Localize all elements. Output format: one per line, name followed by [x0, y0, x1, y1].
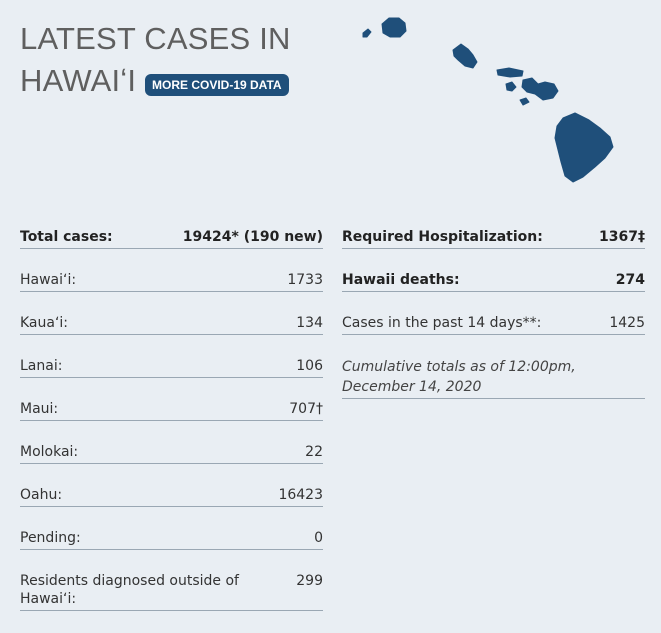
page-title: LATEST CASES IN HAWAIʻI [20, 18, 291, 102]
lanai-island [505, 81, 517, 92]
molokai-island [496, 67, 524, 78]
stat-value: 707† [289, 401, 323, 417]
title-line-1: LATEST CASES IN [20, 21, 291, 56]
left-stats-column: Total cases: 19424* (190 new) Hawaiʻi: 1… [20, 224, 323, 633]
stat-value: 22 [305, 444, 323, 460]
stat-row-molokai: Molokai: 22 [20, 443, 323, 464]
deaths-value: 274 [615, 272, 645, 288]
niihau-island [362, 28, 372, 38]
stat-label: Pending: [20, 530, 81, 546]
stat-label: Maui: [20, 401, 59, 417]
more-covid-data-button[interactable]: MORE COVID-19 DATA [145, 74, 289, 96]
stat-label: Molokai: [20, 444, 79, 460]
deaths-row: Hawaii deaths: 274 [342, 271, 645, 292]
big-island [554, 112, 614, 183]
deaths-label: Hawaii deaths: [342, 272, 460, 288]
stat-value: 16423 [278, 487, 323, 503]
stat-row-kauai: Kauaʻi: 134 [20, 314, 323, 335]
stat-value: 1733 [287, 272, 323, 288]
hospitalization-row: Required Hospitalization: 1367‡ [342, 228, 645, 249]
hospitalization-value: 1367‡ [599, 229, 645, 245]
right-stats-column: Required Hospitalization: 1367‡ Hawaii d… [342, 224, 645, 399]
stat-row-oahu: Oahu: 16423 [20, 486, 323, 507]
stat-label: Residents diagnosed outside of Hawaiʻi: [20, 573, 239, 607]
past-14-days-row: Cases in the past 14 days**: 1425 [342, 314, 645, 335]
total-cases-label: Total cases: [20, 229, 113, 245]
stat-row-lanai: Lanai: 106 [20, 357, 323, 378]
maui-island [521, 77, 559, 101]
total-cases-row: Total cases: 19424* (190 new) [20, 228, 323, 249]
note-line-2: December 14, 2020 [342, 379, 482, 395]
stat-value: 106 [296, 358, 323, 374]
stat-value: 299 [296, 573, 323, 589]
stat-label: Oahu: [20, 487, 63, 503]
total-cases-value: 19424* (190 new) [182, 229, 323, 245]
stat-label: Lanai: [20, 358, 63, 374]
stat-row-outside-hawaii: Residents diagnosed outside of Hawaiʻi: … [20, 572, 323, 611]
past-14-days-value: 1425 [609, 315, 645, 331]
hawaii-islands-map-icon [362, 17, 614, 183]
stat-value: 0 [314, 530, 323, 546]
stat-row-hawaii: Hawaiʻi: 1733 [20, 271, 323, 292]
kahoolawe-island [519, 97, 530, 106]
stat-label: Kauaʻi: [20, 315, 69, 331]
title-line-2: HAWAIʻI [20, 63, 137, 98]
note-line-1: Cumulative totals as of 12:00pm, [342, 359, 576, 375]
stat-label: Hawaiʻi: [20, 272, 77, 288]
hospitalization-label: Required Hospitalization: [342, 229, 543, 245]
kauai-island [381, 17, 407, 38]
past-14-days-label: Cases in the past 14 days**: [342, 315, 542, 331]
stat-row-maui: Maui: 707† [20, 400, 323, 421]
stat-value: 134 [296, 315, 323, 331]
oahu-island [452, 43, 478, 69]
stat-row-pending: Pending: 0 [20, 529, 323, 550]
cumulative-note: Cumulative totals as of 12:00pm, Decembe… [342, 357, 645, 399]
